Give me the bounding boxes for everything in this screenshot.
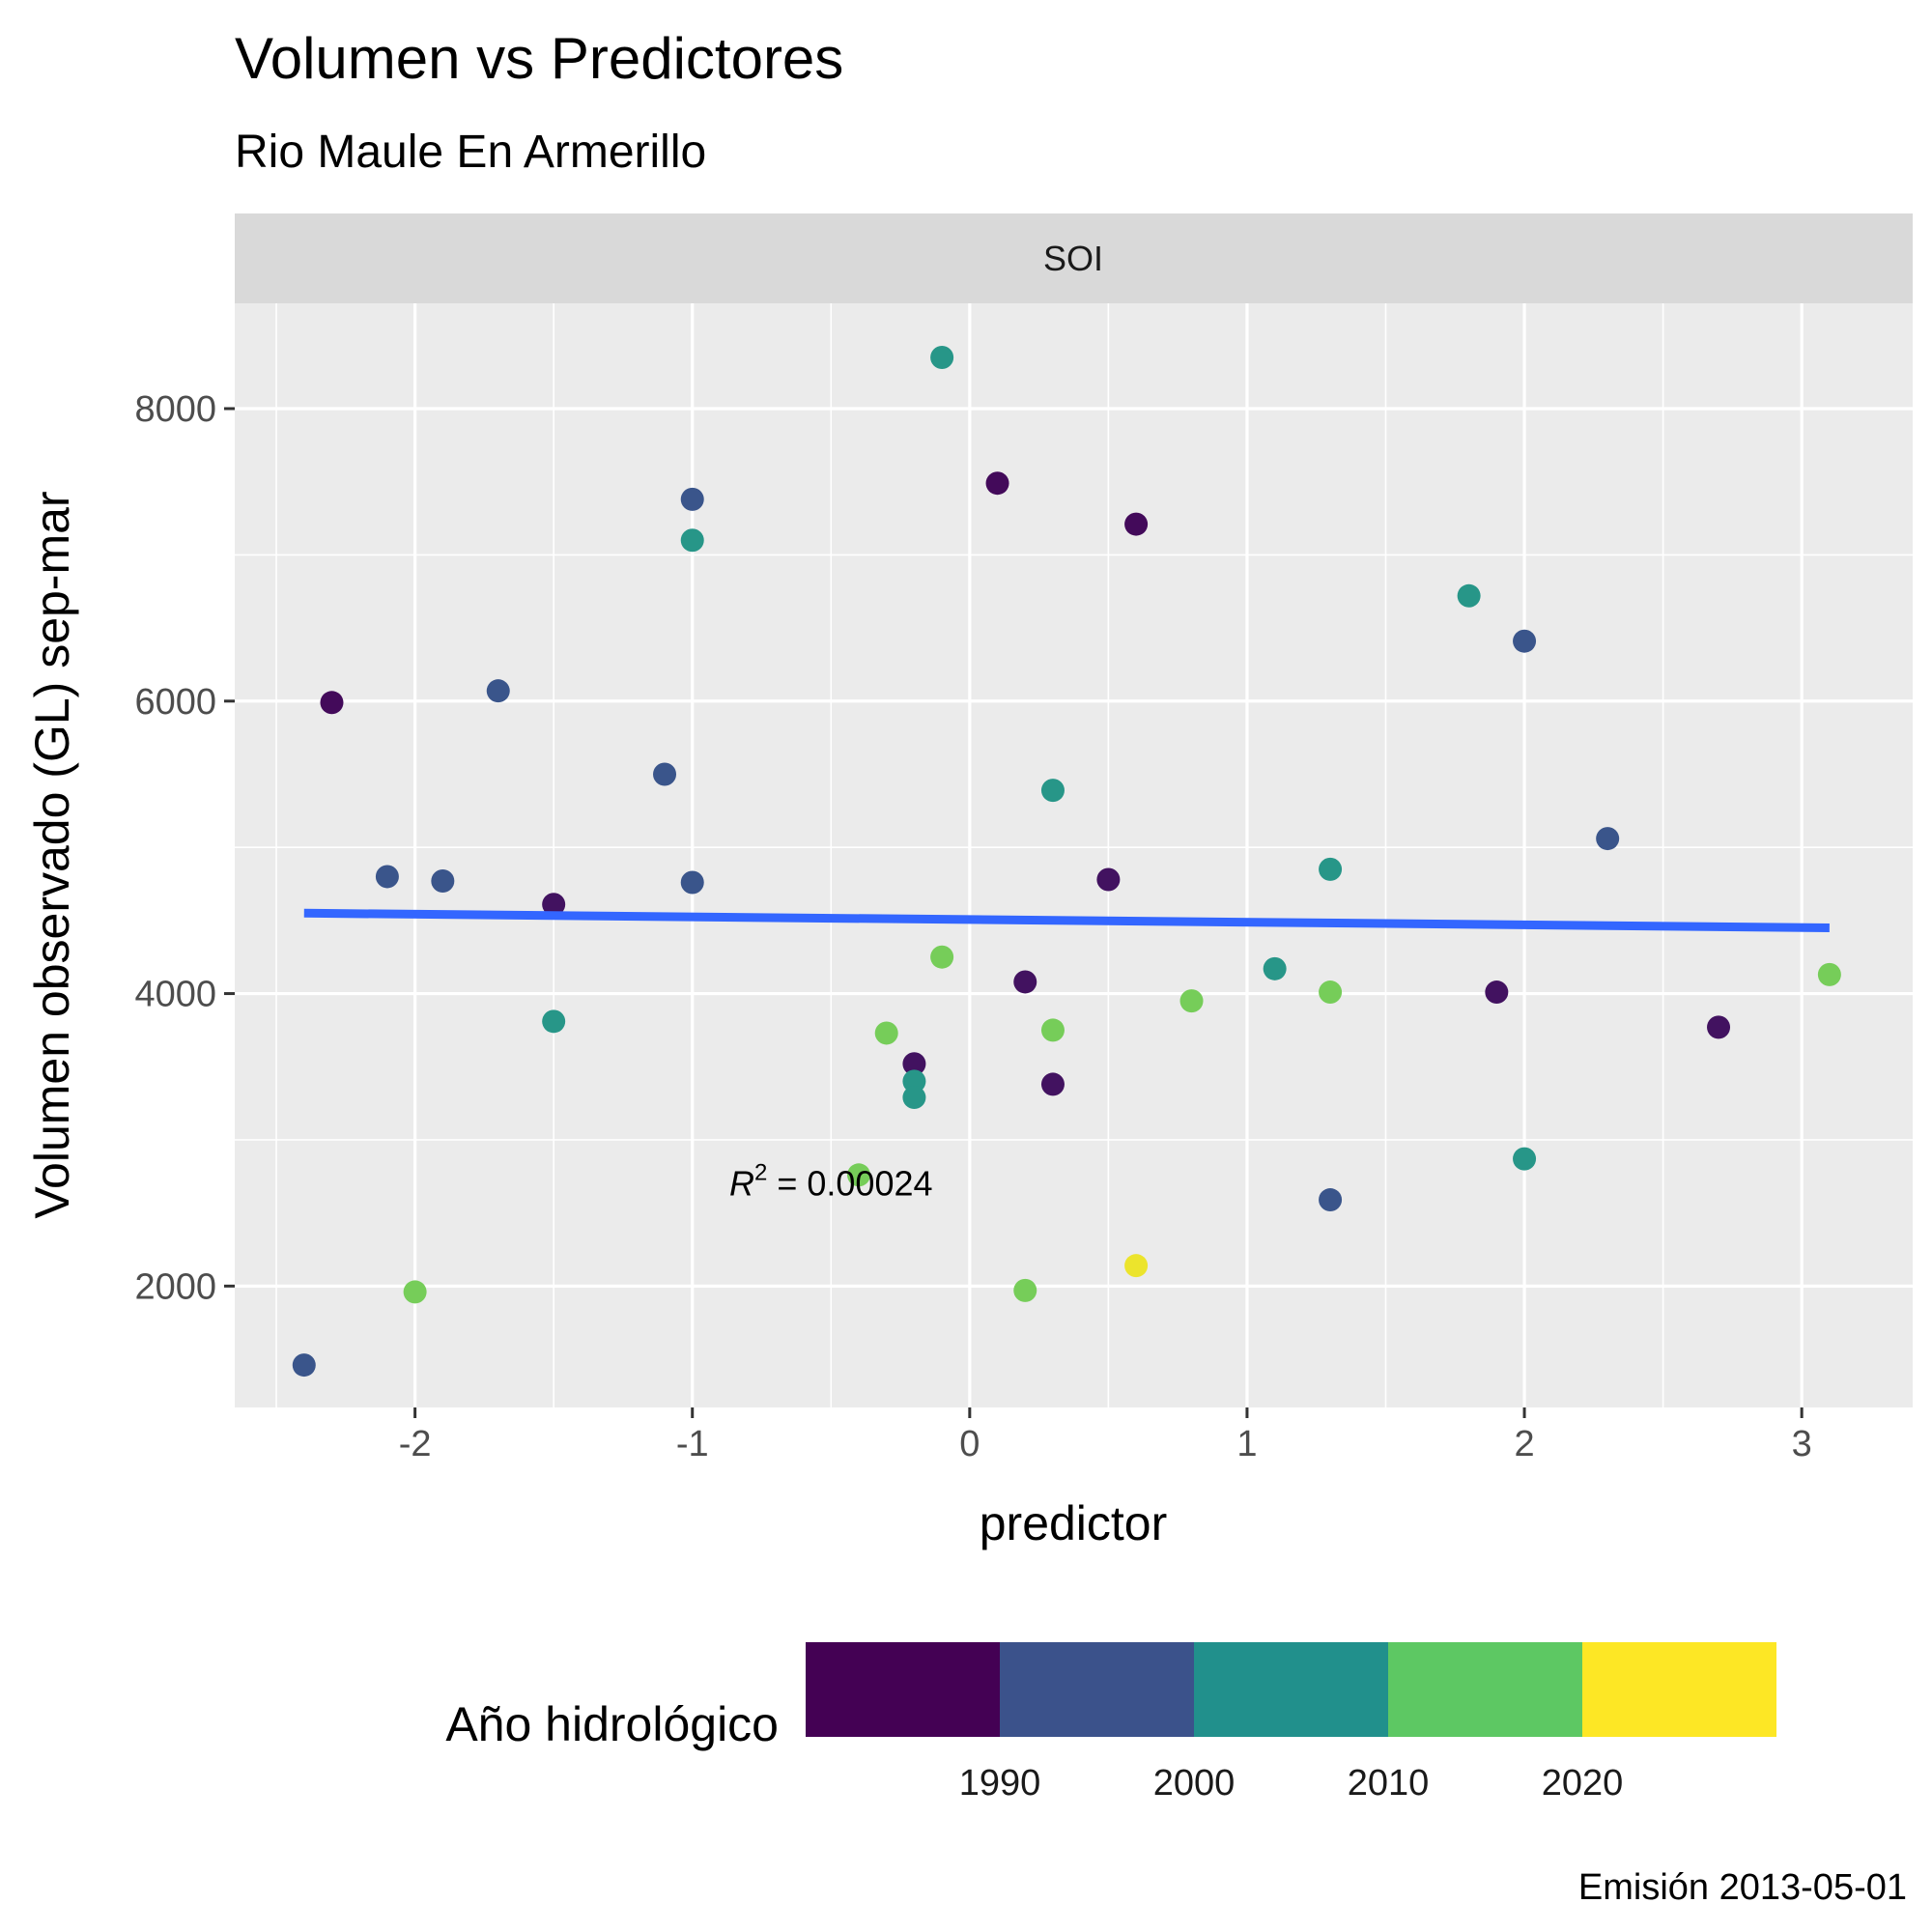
data-point — [1457, 583, 1481, 608]
data-point — [1263, 956, 1287, 980]
r-squared-exponent: 2 — [754, 1159, 767, 1185]
data-point — [874, 1021, 898, 1045]
x-tick-label: 3 — [1792, 1424, 1812, 1464]
color-legend: 1990 2000 2010 2020 — [806, 1642, 1776, 1804]
legend-color-bin — [1388, 1642, 1582, 1737]
data-point — [1124, 1254, 1149, 1278]
r-squared-annotation: R2 = 0.00024 — [729, 1159, 933, 1203]
x-axis-title: predictor — [980, 1496, 1168, 1550]
y-axis: 2000 4000 6000 8000 — [134, 389, 235, 1307]
data-point — [902, 1069, 926, 1094]
data-point — [1013, 970, 1037, 994]
data-point — [1319, 980, 1343, 1005]
x-tick-label: -2 — [399, 1424, 432, 1464]
data-point — [902, 1052, 926, 1076]
data-point — [1013, 1278, 1037, 1302]
data-point — [680, 487, 704, 511]
legend-color-bin — [806, 1642, 1000, 1737]
legend-title: Año hidrológico — [445, 1697, 779, 1751]
data-point — [1040, 1018, 1065, 1042]
data-point — [486, 679, 510, 703]
data-point — [930, 346, 954, 370]
data-point — [1707, 1015, 1731, 1039]
data-point — [1817, 962, 1841, 986]
legend-color-bin — [1000, 1642, 1194, 1737]
data-point — [1319, 1188, 1343, 1212]
data-point — [680, 870, 704, 895]
y-tick-label: 2000 — [134, 1266, 216, 1307]
legend-break-label: 1990 — [959, 1763, 1041, 1804]
y-tick-label: 8000 — [134, 389, 216, 430]
data-point — [1179, 989, 1204, 1013]
legend-break-label: 2020 — [1542, 1763, 1624, 1804]
x-axis: -2 -1 0 1 2 3 — [399, 1407, 1812, 1464]
data-points — [292, 346, 1841, 1378]
data-point — [1596, 827, 1620, 851]
x-tick-label: 0 — [959, 1424, 980, 1464]
r-squared-symbol: R — [729, 1163, 754, 1203]
r-squared-value: = 0.00024 — [767, 1163, 932, 1203]
chart-subtitle: Rio Maule En Armerillo — [235, 127, 706, 178]
facet-strip — [235, 213, 1913, 303]
x-tick-label: -1 — [676, 1424, 709, 1464]
data-point — [1124, 512, 1149, 536]
data-point — [1513, 1147, 1537, 1171]
regression-line — [303, 908, 1830, 932]
y-tick-label: 6000 — [134, 682, 216, 723]
data-point — [403, 1280, 427, 1304]
data-point — [320, 691, 344, 715]
data-point — [542, 1009, 566, 1034]
data-point — [1096, 867, 1121, 892]
y-axis-title: Volumen observado (GL) sep-mar — [25, 491, 79, 1218]
x-tick-label: 1 — [1236, 1424, 1257, 1464]
data-point — [1040, 779, 1065, 803]
legend-break-label: 2000 — [1153, 1763, 1236, 1804]
data-point — [1513, 629, 1537, 653]
data-point — [292, 1353, 316, 1378]
data-point — [902, 1086, 926, 1110]
caption: Emisión 2013-05-01 — [1578, 1867, 1907, 1908]
grid-lines — [235, 303, 1913, 1407]
legend-color-bin — [1194, 1642, 1388, 1737]
chart-title: Volumen vs Predictores — [235, 26, 843, 91]
x-tick-label: 2 — [1514, 1424, 1534, 1464]
data-point — [542, 893, 566, 917]
data-point — [1040, 1072, 1065, 1096]
facet-strip-label: SOI — [1043, 239, 1103, 278]
legend-break-label: 2010 — [1348, 1763, 1430, 1804]
data-point — [375, 865, 399, 889]
data-point — [985, 471, 1009, 496]
data-point — [431, 868, 455, 893]
data-point — [846, 1163, 870, 1187]
legend-color-bin — [1582, 1642, 1776, 1737]
y-tick-label: 4000 — [134, 975, 216, 1015]
data-point — [1485, 980, 1509, 1005]
data-point — [680, 528, 704, 553]
data-point — [653, 762, 677, 786]
data-point — [930, 945, 954, 969]
plot-panel — [235, 303, 1913, 1407]
data-point — [1319, 857, 1343, 881]
